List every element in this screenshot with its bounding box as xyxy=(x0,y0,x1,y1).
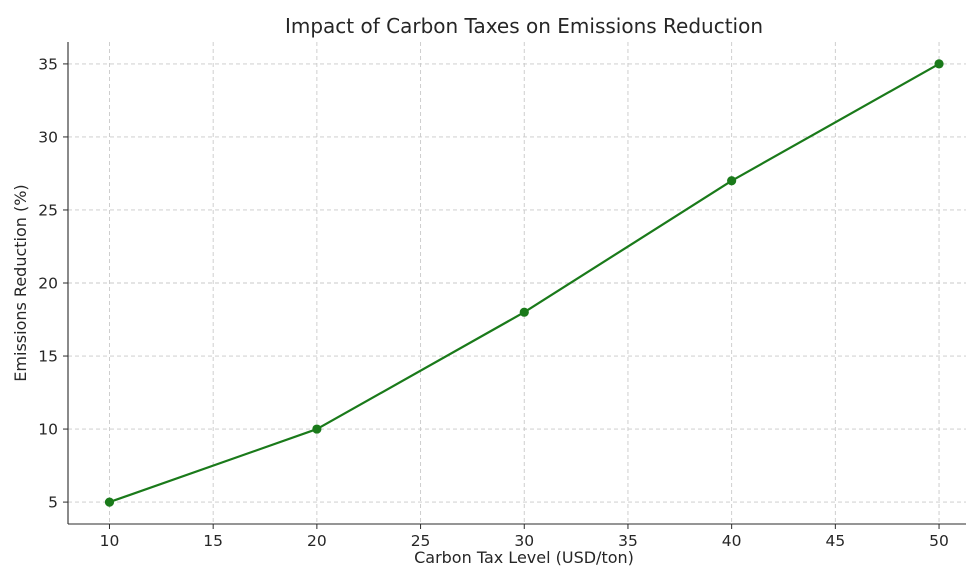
tick-marks xyxy=(63,63,940,529)
x-tick-label: 30 xyxy=(514,532,534,550)
series xyxy=(104,59,944,507)
x-tick-label: 20 xyxy=(307,532,327,550)
data-point xyxy=(519,307,529,317)
data-point xyxy=(312,424,322,434)
y-tick-label: 35 xyxy=(38,55,58,73)
data-point xyxy=(727,176,737,186)
x-tick-label: 15 xyxy=(203,532,223,550)
y-tick-label: 25 xyxy=(38,201,58,219)
x-axis-label: Carbon Tax Level (USD/ton) xyxy=(414,548,634,567)
data-point xyxy=(104,497,115,507)
x-tick-label: 50 xyxy=(929,532,949,550)
y-tick-labels: 5 10 15 20 25 30 35 xyxy=(38,55,58,511)
chart-title: Impact of Carbon Taxes on Emissions Redu… xyxy=(285,14,763,38)
y-tick-label: 10 xyxy=(38,421,58,439)
y-tick-label: 15 xyxy=(38,348,58,366)
x-tick-label: 35 xyxy=(618,532,638,550)
x-tick-label: 40 xyxy=(722,532,742,550)
x-tick-label: 10 xyxy=(100,532,120,550)
grid xyxy=(68,42,966,524)
data-point xyxy=(934,59,944,69)
y-tick-label: 30 xyxy=(38,128,58,146)
y-axis-label: Emissions Reduction (%) xyxy=(11,184,30,381)
x-tick-labels: 10 15 20 25 30 35 40 45 50 xyxy=(100,532,949,550)
y-tick-label: 5 xyxy=(48,494,58,512)
x-tick-label: 25 xyxy=(411,532,431,550)
x-tick-label: 45 xyxy=(825,532,845,550)
y-tick-label: 20 xyxy=(38,275,58,293)
